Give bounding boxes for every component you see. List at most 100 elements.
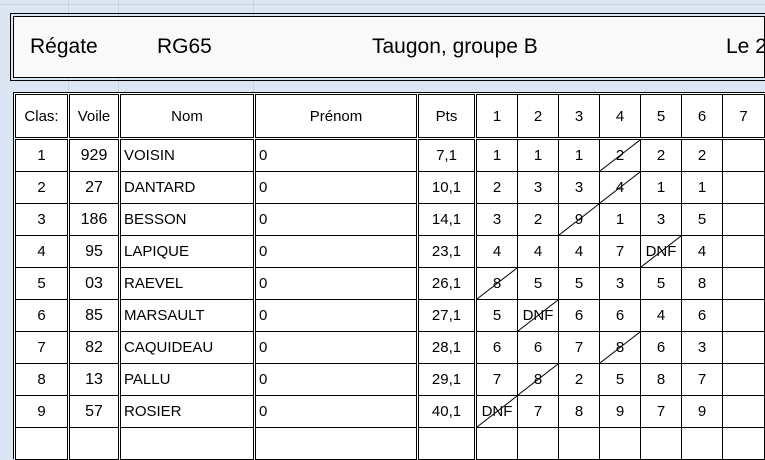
cell-race-5[interactable]: 7 (640, 395, 682, 428)
cell-pts[interactable] (418, 427, 475, 460)
cell-nom[interactable]: MARSAULT (120, 299, 254, 332)
header-clas[interactable]: Clas: (15, 94, 68, 138)
cell-race-4[interactable] (599, 427, 641, 460)
cell-race-7[interactable] (722, 139, 765, 172)
cell-race-5[interactable]: DNF (640, 235, 682, 268)
cell-race-4[interactable]: 2 (599, 139, 641, 172)
cell-race-5[interactable]: 8 (640, 363, 682, 396)
cell-clas[interactable]: 8 (15, 363, 68, 396)
cell-race-1[interactable]: 7 (476, 363, 518, 396)
header-race-1[interactable]: 1 (476, 94, 518, 138)
header-race-2[interactable]: 2 (517, 94, 559, 138)
cell-race-3[interactable]: 2 (558, 363, 600, 396)
cell-race-5[interactable]: 2 (640, 139, 682, 172)
cell-race-6[interactable]: 5 (681, 203, 723, 236)
cell-race-6[interactable]: 7 (681, 363, 723, 396)
cell-race-6[interactable]: 8 (681, 267, 723, 300)
cell-race-7[interactable] (722, 235, 765, 268)
cell-race-1[interactable]: 8 (476, 267, 518, 300)
cell-prenom[interactable] (255, 427, 417, 460)
cell-race-3[interactable]: 6 (558, 299, 600, 332)
cell-prenom[interactable]: 0 (255, 267, 417, 300)
cell-race-1[interactable]: DNF (476, 395, 518, 428)
cell-nom[interactable]: CAQUIDEAU (120, 331, 254, 364)
cell-pts[interactable]: 28,1 (418, 331, 475, 364)
cell-voile[interactable]: 95 (69, 235, 119, 268)
cell-clas[interactable]: 7 (15, 331, 68, 364)
cell-race-4[interactable]: 8 (599, 331, 641, 364)
cell-race-3[interactable]: 1 (558, 139, 600, 172)
title-box[interactable]: Régate RG65 Taugon, groupe B Le 2 (10, 13, 765, 81)
cell-pts[interactable]: 29,1 (418, 363, 475, 396)
header-race-6[interactable]: 6 (681, 94, 723, 138)
cell-race-4[interactable]: 1 (599, 203, 641, 236)
cell-race-3[interactable]: 9 (558, 203, 600, 236)
cell-voile[interactable]: 27 (69, 171, 119, 204)
header-nom[interactable]: Nom (120, 94, 254, 138)
cell-prenom[interactable]: 0 (255, 139, 417, 172)
cell-race-6[interactable]: 1 (681, 171, 723, 204)
cell-prenom[interactable]: 0 (255, 203, 417, 236)
cell-race-1[interactable] (476, 427, 518, 460)
cell-race-2[interactable]: DNF (517, 299, 559, 332)
header-voile[interactable]: Voile (69, 94, 119, 138)
cell-prenom[interactable]: 0 (255, 395, 417, 428)
cell-pts[interactable]: 14,1 (418, 203, 475, 236)
cell-voile[interactable] (69, 427, 119, 460)
cell-prenom[interactable]: 0 (255, 171, 417, 204)
cell-nom[interactable]: PALLU (120, 363, 254, 396)
cell-race-1[interactable]: 6 (476, 331, 518, 364)
cell-nom[interactable]: DANTARD (120, 171, 254, 204)
cell-race-2[interactable]: 2 (517, 203, 559, 236)
cell-race-5[interactable]: 6 (640, 331, 682, 364)
cell-race-6[interactable]: 6 (681, 299, 723, 332)
cell-voile[interactable]: 186 (69, 203, 119, 236)
cell-race-5[interactable]: 3 (640, 203, 682, 236)
cell-race-7[interactable] (722, 395, 765, 428)
cell-voile[interactable]: 82 (69, 331, 119, 364)
cell-race-4[interactable]: 4 (599, 171, 641, 204)
cell-race-7[interactable] (722, 203, 765, 236)
cell-nom[interactable]: BESSON (120, 203, 254, 236)
cell-race-7[interactable] (722, 171, 765, 204)
cell-voile[interactable]: 85 (69, 299, 119, 332)
cell-pts[interactable]: 27,1 (418, 299, 475, 332)
cell-race-3[interactable] (558, 427, 600, 460)
cell-prenom[interactable]: 0 (255, 363, 417, 396)
cell-race-2[interactable]: 8 (517, 363, 559, 396)
cell-clas[interactable]: 6 (15, 299, 68, 332)
cell-voile[interactable]: 929 (69, 139, 119, 172)
cell-voile[interactable]: 03 (69, 267, 119, 300)
cell-race-7[interactable] (722, 363, 765, 396)
cell-nom[interactable]: LAPIQUE (120, 235, 254, 268)
cell-race-1[interactable]: 1 (476, 139, 518, 172)
cell-nom[interactable]: VOISIN (120, 139, 254, 172)
cell-race-4[interactable]: 6 (599, 299, 641, 332)
cell-clas[interactable]: 5 (15, 267, 68, 300)
cell-clas[interactable]: 1 (15, 139, 68, 172)
cell-race-5[interactable]: 4 (640, 299, 682, 332)
cell-race-7[interactable] (722, 427, 765, 460)
cell-prenom[interactable]: 0 (255, 331, 417, 364)
cell-race-4[interactable]: 9 (599, 395, 641, 428)
cell-race-6[interactable]: 4 (681, 235, 723, 268)
cell-race-2[interactable]: 4 (517, 235, 559, 268)
cell-voile[interactable]: 13 (69, 363, 119, 396)
cell-race-7[interactable] (722, 331, 765, 364)
cell-race-2[interactable]: 5 (517, 267, 559, 300)
cell-race-2[interactable]: 3 (517, 171, 559, 204)
cell-race-1[interactable]: 2 (476, 171, 518, 204)
cell-race-4[interactable]: 5 (599, 363, 641, 396)
cell-race-2[interactable]: 7 (517, 395, 559, 428)
cell-clas[interactable]: 9 (15, 395, 68, 428)
cell-race-7[interactable] (722, 267, 765, 300)
cell-race-3[interactable]: 7 (558, 331, 600, 364)
header-pts[interactable]: Pts (418, 94, 475, 138)
cell-pts[interactable]: 7,1 (418, 139, 475, 172)
header-race-4[interactable]: 4 (599, 94, 641, 138)
cell-nom[interactable] (120, 427, 254, 460)
cell-race-3[interactable]: 4 (558, 235, 600, 268)
cell-voile[interactable]: 57 (69, 395, 119, 428)
cell-pts[interactable]: 26,1 (418, 267, 475, 300)
cell-race-2[interactable]: 6 (517, 331, 559, 364)
